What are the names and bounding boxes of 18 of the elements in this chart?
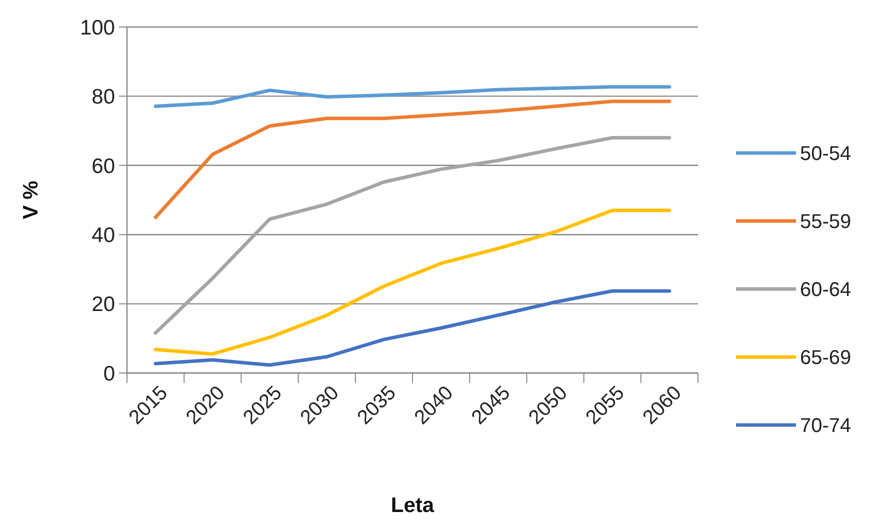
line-series — [154, 289, 672, 367]
y-tick-label: 60 — [92, 154, 115, 178]
line-series — [154, 208, 672, 356]
y-tick-label: 20 — [92, 293, 115, 316]
y-tick-label: 80 — [92, 86, 115, 109]
y-tick-label: 100 — [80, 16, 115, 40]
y-tick-label: 0 — [103, 362, 115, 386]
legend-label: 60-64 — [800, 279, 852, 301]
legend-label: 55-59 — [800, 211, 852, 233]
y-axis-title: V % — [19, 180, 42, 220]
y-tick-label: 40 — [92, 224, 115, 247]
legend-label: 65-69 — [800, 347, 852, 369]
line-series — [154, 100, 672, 220]
line-series — [154, 85, 672, 108]
line-series — [154, 136, 672, 335]
x-axis-title: Leta — [390, 494, 434, 517]
legend-label: 50-54 — [800, 143, 852, 165]
legend-label: 70-74 — [800, 415, 852, 437]
